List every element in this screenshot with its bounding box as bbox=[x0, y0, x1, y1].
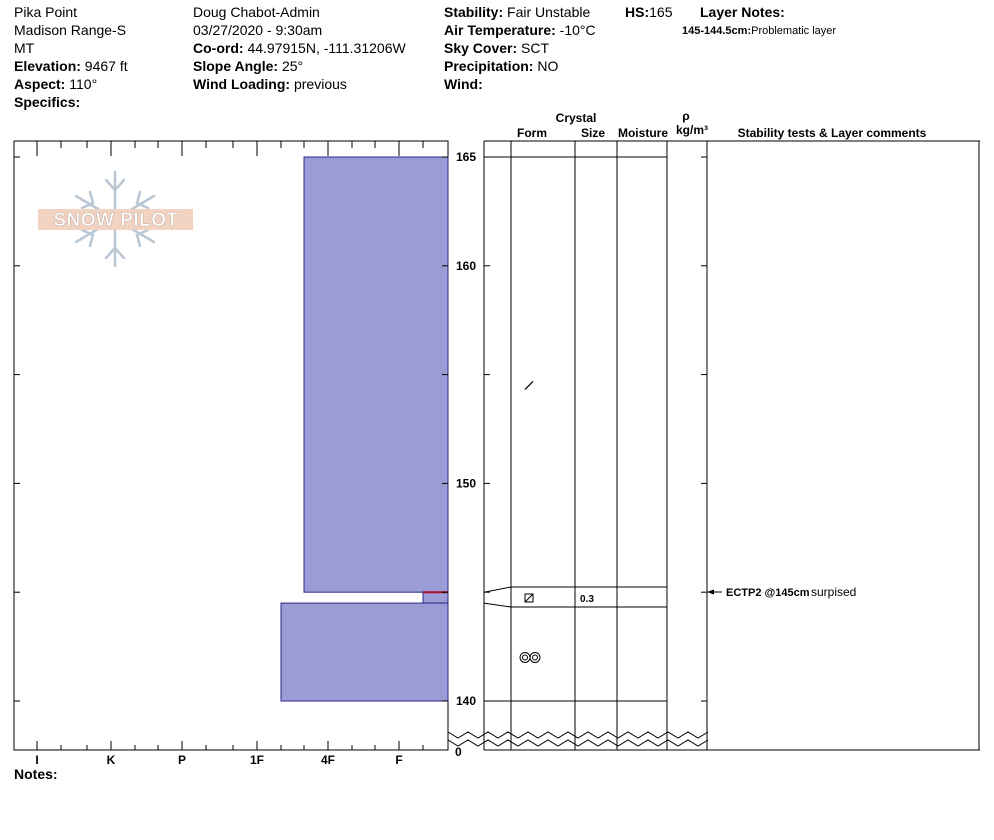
air-temp-row: Air Temperature: -10°C bbox=[444, 21, 596, 39]
precip-label: Precipitation: bbox=[444, 58, 534, 74]
rho-header: ρ bbox=[682, 109, 689, 123]
hardness-label-P: P bbox=[178, 753, 186, 767]
depth-bottom-label: 0 bbox=[455, 745, 462, 759]
arrow-icon bbox=[707, 589, 714, 595]
stability-test-annotation: ECTP2 @145cm surpised bbox=[707, 585, 856, 599]
moisture-header: Moisture bbox=[618, 126, 668, 140]
grain-table bbox=[483, 140, 980, 751]
hs-label: HS: bbox=[625, 4, 650, 20]
elevation-label: Elevation: bbox=[14, 58, 81, 74]
observation-datetime: 03/27/2020 - 9:30am bbox=[193, 22, 323, 38]
range-name: Madison Range-S bbox=[14, 22, 127, 38]
precip-value: NO bbox=[537, 58, 559, 74]
header-col2: Doug Chabot-Admin 03/27/2020 - 9:30am Co… bbox=[193, 3, 406, 93]
layer-note-text: Problematic layer bbox=[751, 25, 837, 37]
logo-banner bbox=[38, 209, 193, 230]
sky-row: Sky Cover: SCT bbox=[444, 39, 596, 57]
depth-label-165: 165 bbox=[456, 150, 476, 164]
wind-row: Wind: bbox=[444, 75, 596, 93]
logo-text: SNOW PILOT bbox=[53, 210, 178, 231]
depth-label-150: 150 bbox=[456, 476, 476, 490]
aspect-label: Aspect: bbox=[14, 76, 66, 92]
rounded-grain-outer-1 bbox=[529, 651, 541, 663]
header-col1: Pika Point Madison Range-S MT Elevation:… bbox=[14, 3, 128, 111]
depth-break-zigzag-upper bbox=[447, 731, 709, 739]
rounded-grain-inner-1 bbox=[532, 654, 538, 661]
precipitation-particle-icon bbox=[524, 381, 534, 390]
wind-loading-row: Wind Loading: previous bbox=[193, 75, 406, 93]
hardness-label-F: F bbox=[395, 753, 402, 767]
wind-loading-value: previous bbox=[293, 76, 347, 92]
elevation-value: 9467 ft bbox=[84, 58, 128, 74]
wind-loading-label: Wind Loading: bbox=[193, 76, 291, 92]
rounded-grain-inner-0 bbox=[522, 654, 528, 661]
boundary-connector-upper bbox=[483, 586, 512, 593]
crystal-header: Crystal bbox=[556, 111, 597, 125]
faceted-crystal-icon bbox=[524, 593, 534, 603]
coord-label: Co-ord: bbox=[193, 40, 244, 56]
depth-label-140: 140 bbox=[456, 694, 476, 708]
layer-bar-0 bbox=[303, 156, 449, 593]
layer-notes: Layer Notes: bbox=[700, 3, 785, 21]
form-header: Form bbox=[517, 126, 547, 140]
state-name: MT bbox=[14, 40, 35, 56]
header-col4: HS:165 bbox=[625, 3, 672, 21]
sky-value: SCT bbox=[521, 40, 550, 56]
precip-row: Precipitation: NO bbox=[444, 57, 596, 75]
hardness-label-4F: 4F bbox=[321, 753, 335, 767]
header-col3: Stability: Fair Unstable Air Temperature… bbox=[444, 3, 596, 93]
layer-note-depth: 145-144.5cm: bbox=[682, 25, 752, 37]
specifics-label: Specifics: bbox=[14, 94, 81, 110]
stability-label: Stability: bbox=[444, 4, 504, 20]
aspect-row: Aspect: 110° bbox=[14, 75, 128, 93]
notes-label: Notes: bbox=[14, 766, 58, 782]
air-temp-label: Air Temperature: bbox=[444, 22, 556, 38]
observer-name: Doug Chabot-Admin bbox=[193, 4, 320, 20]
layer-note-row: 145-144.5cm:Problematic layer bbox=[682, 22, 836, 40]
slope-label: Slope Angle: bbox=[193, 58, 279, 74]
coord-value: 44.97915N, -111.31206W bbox=[247, 40, 406, 56]
stability-test-code: ECTP2 @145cm bbox=[726, 587, 810, 599]
hardness-label-1F: 1F bbox=[250, 753, 264, 767]
layer-bar-1 bbox=[422, 591, 449, 604]
layer-size-value: 0.3 bbox=[580, 594, 594, 605]
depth-break-zigzag-lower bbox=[447, 739, 709, 747]
aspect-value: 110° bbox=[69, 76, 98, 92]
hardness-label-I: I bbox=[35, 753, 38, 767]
stability-test-comment: surpised bbox=[811, 585, 856, 599]
notes-row: Notes: bbox=[14, 765, 58, 783]
snowpilot-logo: SNOW PILOT bbox=[38, 170, 193, 268]
stability-header: Stability tests & Layer comments bbox=[738, 126, 927, 140]
stability-value: Fair Unstable bbox=[507, 4, 591, 20]
wind-label: Wind: bbox=[444, 76, 483, 92]
location-name: Pika Point bbox=[14, 4, 78, 20]
hs-value: 165 bbox=[649, 4, 673, 20]
specifics-row: Specifics: bbox=[14, 93, 128, 111]
stability-row: Stability: Fair Unstable bbox=[444, 3, 596, 21]
size-header: Size bbox=[581, 126, 605, 140]
hardness-label-K: K bbox=[107, 753, 116, 767]
depth-label-160: 160 bbox=[456, 259, 476, 273]
boundary-connector-lower bbox=[483, 602, 512, 608]
sky-label: Sky Cover: bbox=[444, 40, 518, 56]
rounded-grain-outer-0 bbox=[519, 651, 531, 663]
layer-notes-label: Layer Notes: bbox=[700, 4, 785, 20]
coord-row: Co-ord: 44.97915N, -111.31206W bbox=[193, 39, 406, 57]
density-unit-header: kg/m³ bbox=[676, 123, 708, 137]
slope-row: Slope Angle: 25° bbox=[193, 57, 406, 75]
layer-bar-2 bbox=[280, 602, 449, 702]
elevation-row: Elevation: 9467 ft bbox=[14, 57, 128, 75]
air-temp-value: -10°C bbox=[559, 22, 596, 38]
faceted-crystal-diagonal bbox=[524, 593, 534, 603]
slope-value: 25° bbox=[281, 58, 304, 74]
